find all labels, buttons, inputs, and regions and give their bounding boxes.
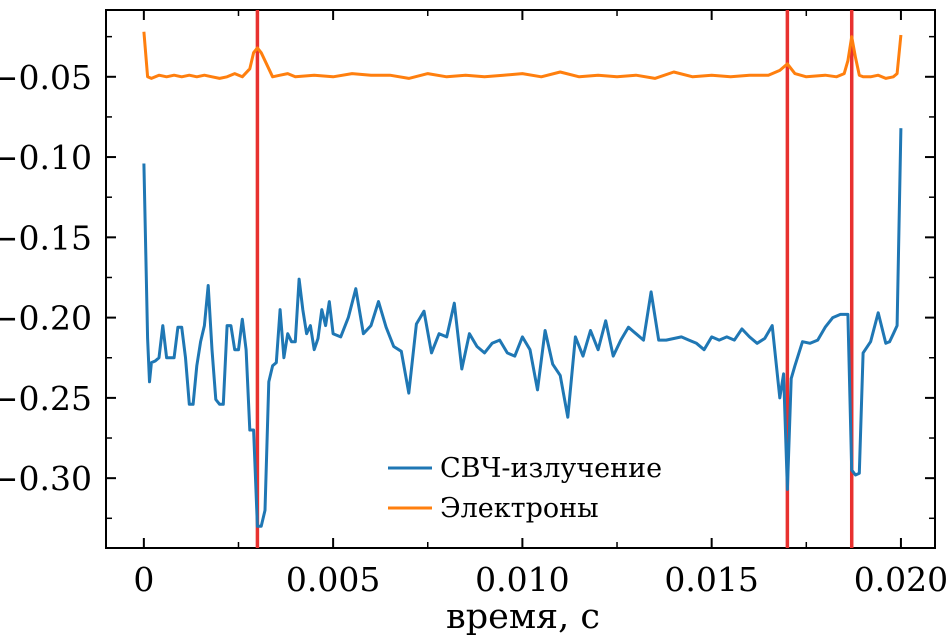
legend-entry-label: СВЧ-излучение bbox=[440, 453, 662, 484]
y-tick-label: −0.25 bbox=[0, 379, 92, 418]
series-line-microwave bbox=[142, 128, 903, 528]
axis-ticks bbox=[106, 10, 935, 548]
x-tick-label: 0.005 bbox=[286, 560, 380, 599]
x-tick-label: 0.015 bbox=[664, 560, 758, 599]
x-tick-label: 0 bbox=[133, 560, 154, 599]
x-tick-label: 0.010 bbox=[475, 560, 569, 599]
series-group bbox=[142, 31, 903, 528]
x-tick-label: 0.020 bbox=[854, 560, 948, 599]
y-tick-label: −0.15 bbox=[0, 218, 92, 257]
x-axis-title: время, с bbox=[446, 597, 600, 637]
y-tick-label: −0.20 bbox=[0, 299, 92, 338]
y-tick-label: −0.10 bbox=[0, 138, 92, 177]
y-tick-label: −0.05 bbox=[0, 58, 92, 97]
legend-entry-label: Электроны bbox=[440, 493, 599, 524]
series-line-electrons bbox=[142, 31, 903, 80]
plot-frame bbox=[105, 9, 936, 549]
y-tick-label: −0.30 bbox=[0, 459, 92, 498]
legend: СВЧ-излучение Электроны bbox=[388, 453, 662, 524]
tick-labels: 0 0.005 0.010 0.015 0.020 −0.05 −0.10 −0.15 −0.2… bbox=[0, 58, 948, 599]
